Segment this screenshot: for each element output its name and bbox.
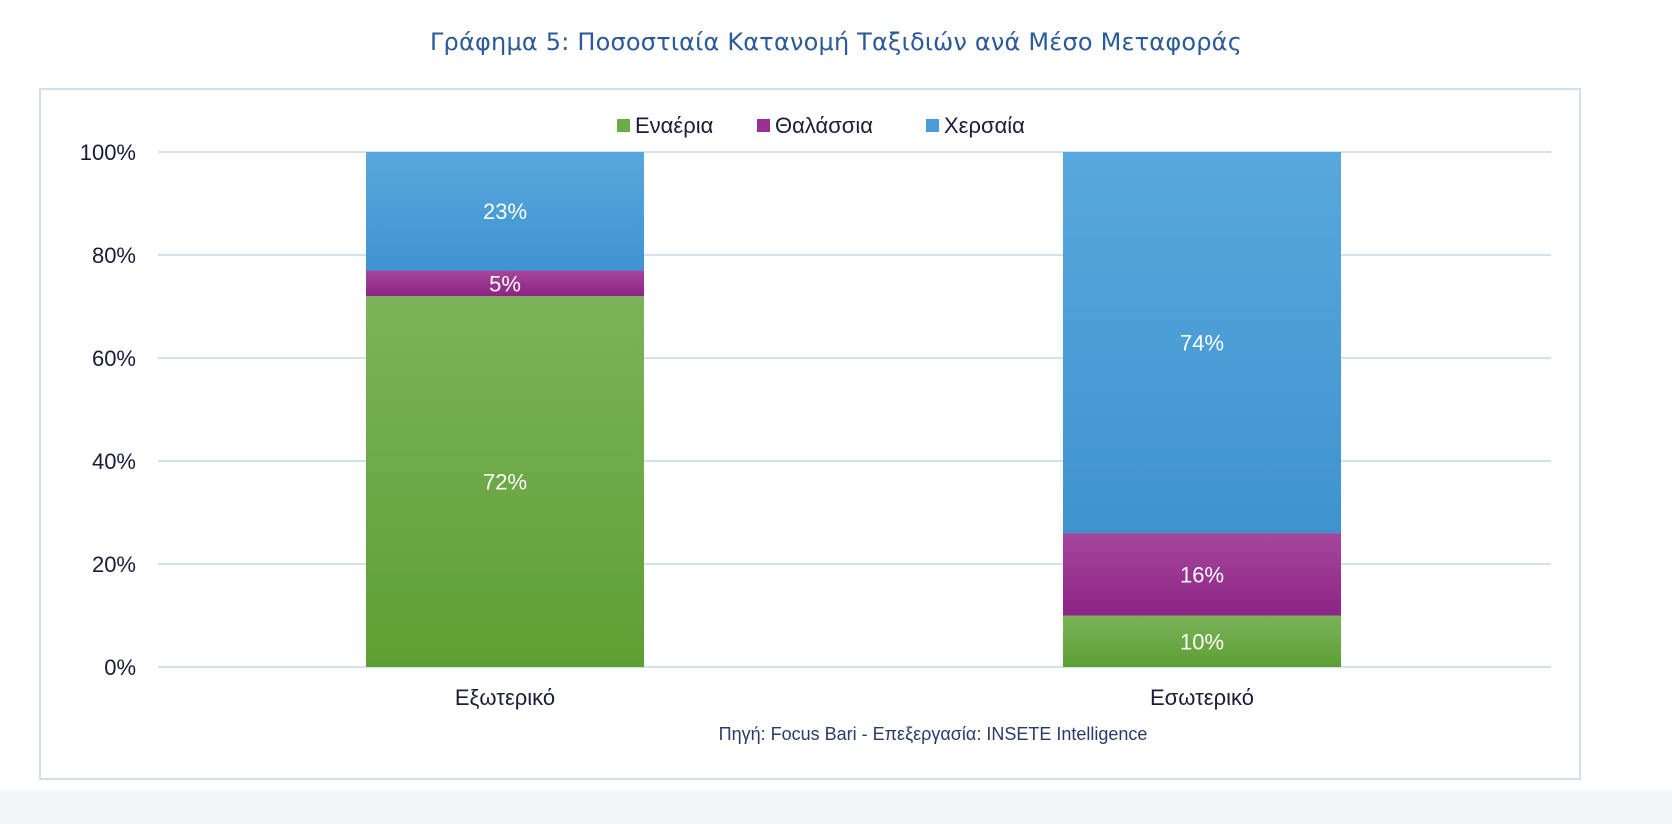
bar-segment-esoteriko-1 [1063, 533, 1341, 616]
page-bottom-strip [0, 790, 1672, 824]
y-tick-label: 0% [104, 655, 136, 680]
x-category-label: Εσωτερικό [1150, 685, 1254, 710]
x-axis-categories: Εξωτερικό Εσωτερικό [455, 685, 1254, 710]
data-label: 5% [489, 271, 521, 296]
y-tick-label: 80% [92, 243, 136, 268]
legend-label-2: Χερσαία [944, 113, 1025, 138]
data-label: 10% [1180, 629, 1224, 654]
x-category-label: Εξωτερικό [455, 685, 555, 710]
data-label: 16% [1180, 562, 1224, 587]
legend-label-1: Θαλάσσια [775, 113, 873, 138]
y-tick-label: 40% [92, 449, 136, 474]
chart-title: Γράφημα 5: Ποσοστιαία Κατανομή Ταξιδιών … [429, 28, 1242, 56]
bar-segment-esoteriko-0 [1063, 615, 1341, 667]
legend-swatch-0 [617, 119, 630, 132]
source-note: Πηγή: Focus Bari - Επεξεργασία: INSETE I… [719, 724, 1148, 744]
bar-segment-exoteriko-2 [366, 152, 644, 271]
legend-swatch-1 [757, 119, 770, 132]
data-label: 74% [1180, 331, 1224, 356]
data-label: 23% [483, 199, 527, 224]
data-label: 72% [483, 470, 527, 495]
bar-segment-esoteriko-2 [1063, 152, 1341, 534]
bar-segment-exoteriko-0 [366, 296, 644, 667]
y-tick-label: 60% [92, 346, 136, 371]
y-tick-label: 100% [80, 140, 136, 165]
legend: Εναέρια Θαλάσσια Χερσαία [617, 113, 1025, 138]
y-axis-ticks: 0% 20% 40% 60% 80% 100% [80, 140, 136, 680]
legend-label-0: Εναέρια [635, 113, 714, 138]
bar-segment-exoteriko-1 [366, 270, 644, 297]
bars: 72% 5% 23% 10% 16% 74% [366, 152, 1341, 667]
y-tick-label: 20% [92, 552, 136, 577]
legend-swatch-2 [926, 119, 939, 132]
